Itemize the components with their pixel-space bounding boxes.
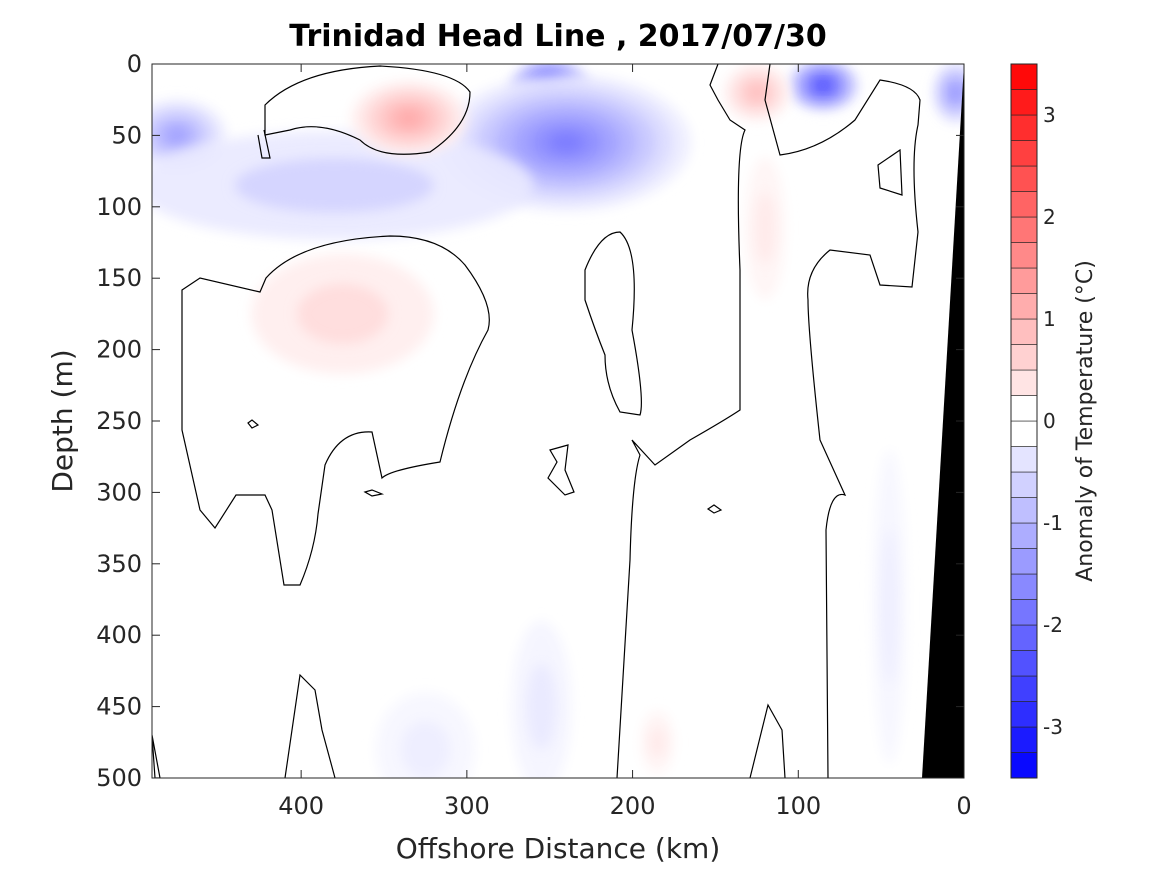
colorbar-level: [1010, 242, 1038, 269]
zero-contour: [363, 489, 385, 497]
colorbar-level: [1010, 497, 1038, 524]
colorbar-level: [1010, 293, 1038, 320]
chart-title: Trinidad Head Line , 2017/07/30: [289, 19, 826, 54]
anomaly-cold: [548, 132, 585, 153]
zero-contour: [547, 444, 575, 496]
zero-contour: [264, 65, 471, 155]
zero-contour: [257, 129, 271, 159]
colorbar-level: [1010, 63, 1038, 90]
colorbar-tick-label: 0: [1043, 409, 1056, 433]
colorbar-level: [1010, 140, 1038, 167]
zero-contours: [152, 64, 921, 778]
y-tick-label: 50: [111, 121, 142, 149]
zero-contour: [152, 734, 161, 778]
anomaly-warm: [755, 192, 776, 264]
zero-contour: [706, 504, 723, 514]
y-tick-label: 200: [96, 336, 142, 364]
zero-contour: [764, 64, 921, 778]
anomaly-cold: [819, 82, 827, 88]
bathymetry-mask: [922, 64, 964, 778]
colorbar-level: [1010, 624, 1038, 651]
colorbar-level: [1010, 752, 1038, 779]
zero-contour: [247, 419, 260, 429]
anomaly-cold: [951, 87, 960, 98]
colorbar-level: [1010, 344, 1038, 371]
zero-contour: [584, 231, 642, 416]
anomaly-cold: [526, 663, 557, 750]
y-axis: 0 50 100 150 200 250 300 350 400 450 500: [96, 50, 964, 792]
anomaly-cold: [234, 158, 434, 213]
y-axis-label: Depth (m): [46, 349, 79, 492]
colorbar-level: [1010, 165, 1038, 192]
colorbar-level: [1010, 191, 1038, 218]
colorbar-level: [1010, 573, 1038, 600]
colorbar-tick-label: -2: [1043, 613, 1063, 637]
zero-contour: [181, 235, 490, 586]
x-tick-label: 400: [278, 792, 324, 820]
x-axis: 400 300 200 100 0: [278, 64, 972, 820]
colorbar-level: [1010, 522, 1038, 549]
zero-contour: [284, 673, 336, 778]
colorbar-level: [1010, 267, 1038, 294]
anomaly-cold: [400, 720, 451, 778]
colorbar-level: [1010, 318, 1038, 345]
y-tick-label: 150: [96, 264, 142, 292]
anomaly-cold: [881, 528, 898, 686]
anomaly-warm: [748, 85, 766, 100]
zero-contour: [616, 64, 746, 778]
colorbar-level: [1010, 216, 1038, 243]
colorbar-tick-label: 3: [1043, 103, 1056, 127]
x-tick-label: 0: [956, 792, 971, 820]
colorbar-level: [1010, 675, 1038, 702]
colorbar: -3 -2 -1 0 1 2 3: [1010, 63, 1063, 779]
y-tick-label: 0: [127, 50, 142, 78]
colorbar-level: [1010, 599, 1038, 626]
colorbar-tick-label: 1: [1043, 307, 1056, 331]
colorbar-tick-label: -1: [1043, 511, 1063, 535]
colorbar-tick-label: -3: [1043, 715, 1063, 739]
anomaly-warm: [297, 283, 389, 344]
colorbar-label: Anomaly of Temperature (°C): [1073, 260, 1098, 582]
y-tick-label: 300: [96, 478, 142, 506]
colorbar-level: [1010, 89, 1038, 116]
colorbar-level: [1010, 650, 1038, 677]
colorbar-frame: [1010, 63, 1038, 779]
colorbar-level: [1010, 726, 1038, 753]
anomaly-warm: [397, 110, 421, 126]
colorbar-level: [1010, 446, 1038, 473]
x-tick-label: 300: [444, 792, 490, 820]
colorbar-level: [1010, 420, 1038, 447]
y-tick-label: 250: [96, 407, 142, 435]
x-axis-label: Offshore Distance (km): [396, 832, 721, 865]
colorbar-level: [1010, 369, 1038, 396]
colorbar-level: [1010, 548, 1038, 575]
colorbar-tick-label: 2: [1043, 205, 1056, 229]
x-tick-label: 200: [610, 792, 656, 820]
zero-contour: [877, 148, 903, 196]
y-tick-label: 100: [96, 193, 142, 221]
y-tick-label: 500: [96, 764, 142, 792]
anomaly-field: [152, 64, 964, 778]
x-tick-label: 100: [775, 792, 821, 820]
colorbar-level: [1010, 471, 1038, 498]
colorbar-level: [1010, 395, 1038, 422]
y-tick-label: 400: [96, 621, 142, 649]
y-tick-label: 450: [96, 693, 142, 721]
y-tick-label: 350: [96, 550, 142, 578]
zero-contour: [749, 703, 786, 778]
colorbar-level: [1010, 701, 1038, 728]
anomaly-cold: [166, 128, 187, 143]
colorbar-level: [1010, 114, 1038, 141]
anomaly-warm: [649, 726, 666, 759]
